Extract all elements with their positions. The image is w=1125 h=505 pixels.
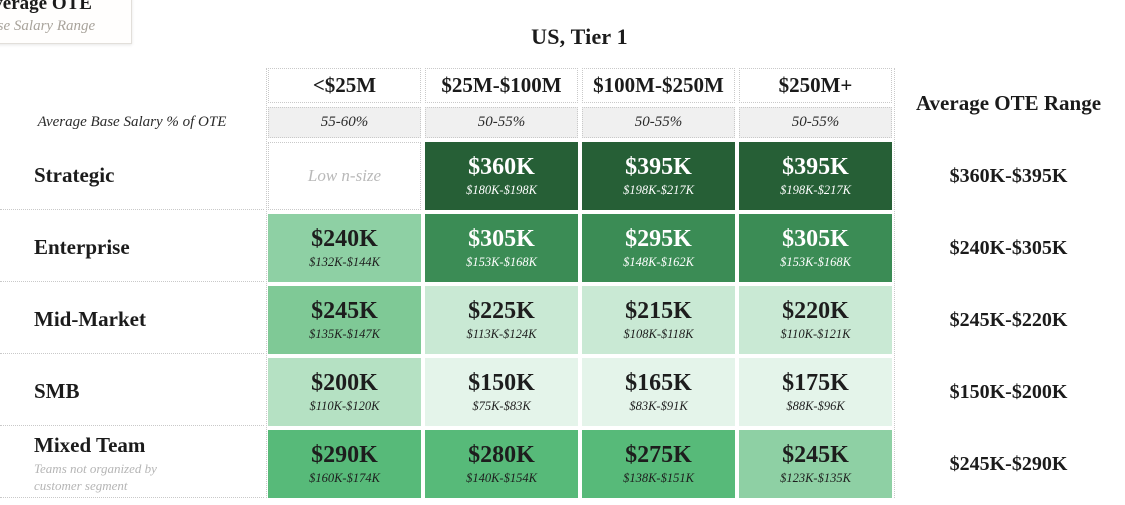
ote-range-strategic: $360K-$395K [949,164,1068,187]
page-title: US, Tier 1 [531,24,628,49]
row-label-text: SMB [34,379,80,403]
table-right-divider [894,68,895,498]
ote-range-mixed-team: $245K-$290K [949,452,1068,475]
cell-value: $245K [782,442,849,469]
column-header-250m-plus: $250M+ [739,68,892,103]
cell-value: $290K [311,442,378,469]
row-label-text: Mid-Market [34,307,146,331]
cell-value: $215K [625,298,692,325]
base-salary-pct-col3: 50-55% [739,107,892,138]
cell-value: $175K [782,370,849,397]
ote-range-mid-market: $245K-$220K [949,308,1068,331]
row-sublabel-text: Teams not organized by customer segment [34,460,157,493]
row-label-mid-market: Mid-Market [0,286,264,354]
cell-range: $198K-$217K [623,182,694,197]
cell-enterprise-lt25m: $240K $132K-$144K [268,214,421,282]
base-salary-pct-col1: 50-55% [425,107,578,138]
row-label-text: Mixed Team [34,432,146,457]
cell-value: $395K [782,154,849,181]
cell-value: $360K [468,154,535,181]
row-label-enterprise: Enterprise [0,214,264,282]
cell-smb-100m-250m: $165K $83K-$91K [582,358,735,426]
cell-mixed-team-25m-100m: $280K $140K-$154K [425,430,578,498]
cell-strategic-250m-plus: $395K $198K-$217K [739,142,892,210]
compensation-grid: <$25M $25M-$100M $100M-$250M $250M+ Aver… [0,68,1121,498]
cell-value: $200K [311,370,378,397]
cell-range: $153K-$168K [466,254,537,269]
cell-range: $110K-$120K [309,398,380,413]
column-header-100m-250m: $100M-$250M [582,68,735,103]
cell-range: $83K-$91K [629,398,688,413]
cell-mixed-team-100m-250m: $275K $138K-$151K [582,430,735,498]
cell-mid-market-25m-100m: $225K $113K-$124K [425,286,578,354]
cell-strategic-100m-250m: $395K $198K-$217K [582,142,735,210]
base-salary-pct-label: Average Base Salary % of OTE [37,114,227,130]
column-header-25m-100m: $25M-$100M [425,68,578,103]
cell-enterprise-250m-plus: $305K $153K-$168K [739,214,892,282]
cell-value: $225K [468,298,535,325]
cell-range: $153K-$168K [780,254,851,269]
row-label-mixed-team: Mixed Team Teams not organized by custom… [0,430,264,498]
ote-range-smb: $150K-$200K [949,380,1068,403]
cell-range: $123K-$135K [780,470,851,485]
cell-enterprise-100m-250m: $295K $148K-$162K [582,214,735,282]
cell-smb-25m-100m: $150K $75K-$83K [425,358,578,426]
row-label-text: Strategic [34,163,115,187]
cell-range: $138K-$151K [623,470,694,485]
cell-range: $148K-$162K [623,254,694,269]
cell-strategic-25m-100m: $360K $180K-$198K [425,142,578,210]
cell-mixed-team-lt25m: $290K $160K-$174K [268,430,421,498]
cell-range: $88K-$96K [786,398,845,413]
cell-value: $245K [311,298,378,325]
cell-value: $165K [625,370,692,397]
cell-value: $305K [468,226,535,253]
cell-range: $180K-$198K [466,182,537,197]
cell-range: $110K-$121K [780,326,851,341]
cell-value: $295K [625,226,692,253]
legend-subtitle: Base Salary Range [0,18,96,34]
cell-range: $75K-$83K [472,398,531,413]
cell-strategic-lt25m-low-n: Low n-size [268,142,421,210]
cell-range: $132K-$144K [309,254,380,269]
column-header-lt25m: <$25M [268,68,421,103]
base-salary-pct-col2: 50-55% [582,107,735,138]
cell-range: $160K-$174K [309,470,380,485]
base-salary-pct-col0: 55-60% [268,107,421,138]
cell-value: $305K [782,226,849,253]
cell-range: $113K-$124K [466,326,537,341]
cell-smb-250m-plus: $175K $88K-$96K [739,358,892,426]
cell-value: $280K [468,442,535,469]
row-label-smb: SMB [0,358,264,426]
legend-box: Average OTE Base Salary Range [0,0,132,44]
row-label-text: Enterprise [34,235,130,259]
cell-enterprise-25m-100m: $305K $153K-$168K [425,214,578,282]
cell-value: $395K [625,154,692,181]
cell-mid-market-250m-plus: $220K $110K-$121K [739,286,892,354]
cell-value: $220K [782,298,849,325]
cell-value: $150K [468,370,535,397]
cell-mixed-team-250m-plus: $245K $123K-$135K [739,430,892,498]
cell-range: $140K-$154K [466,470,537,485]
cell-smb-lt25m: $200K $110K-$120K [268,358,421,426]
cell-range: $198K-$217K [780,182,851,197]
cell-range: $135K-$147K [309,326,380,341]
corner-spacer [0,68,264,103]
cell-mid-market-lt25m: $245K $135K-$147K [268,286,421,354]
ote-range-enterprise: $240K-$305K [949,236,1068,259]
legend-title: Average OTE [0,0,92,14]
label-column-divider [266,68,267,498]
ote-range-column-header: Average OTE Range [915,90,1102,115]
cell-range: $108K-$118K [623,326,694,341]
cell-mid-market-100m-250m: $215K $108K-$118K [582,286,735,354]
row-label-strategic: Strategic [0,142,264,210]
cell-value: $240K [311,226,378,253]
cell-value: $275K [625,442,692,469]
